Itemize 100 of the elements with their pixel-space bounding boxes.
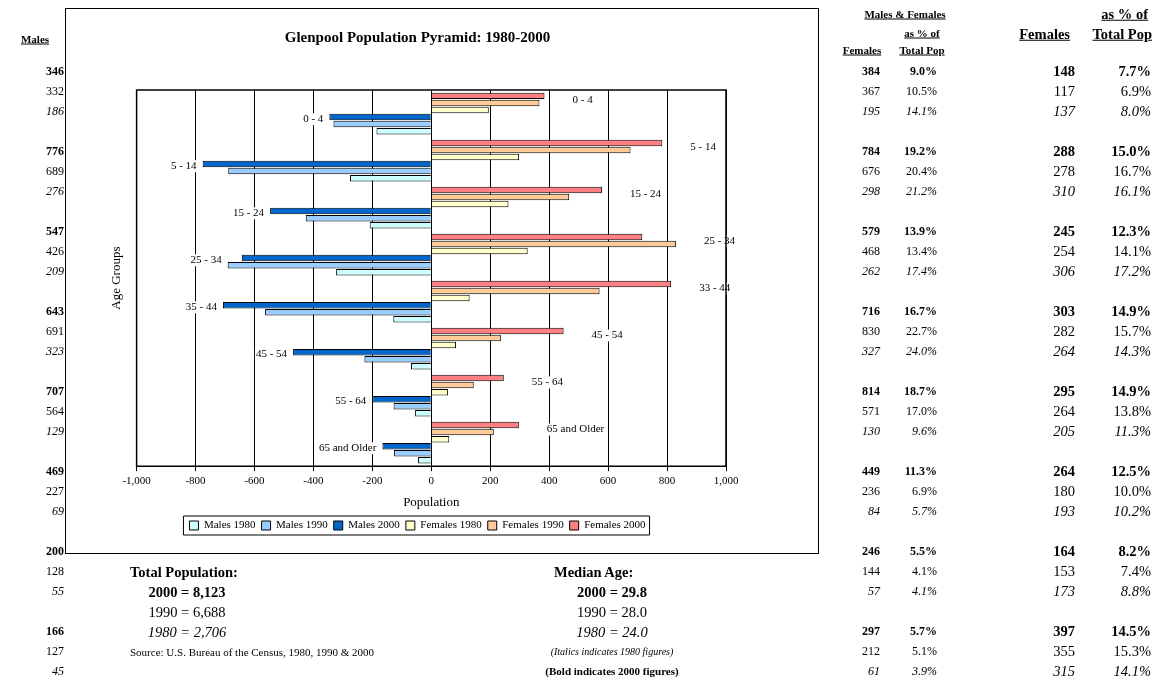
text: 579	[862, 224, 880, 238]
text: 12.3%	[1111, 222, 1151, 239]
text: 13.8%	[1113, 402, 1151, 419]
text: 128	[46, 564, 64, 578]
text: 209	[46, 264, 64, 278]
text: Total Pop	[1092, 25, 1152, 42]
text: 130	[862, 424, 880, 438]
text: 69	[52, 504, 64, 518]
text: 814	[862, 384, 880, 398]
annotation: 55 - 64	[531, 375, 564, 388]
y-axis-title: Age Groups	[108, 246, 124, 310]
text: 14.1%	[1113, 662, 1151, 679]
text: 384	[862, 64, 880, 78]
text: 3.9%	[912, 664, 937, 678]
text: 5.7%	[912, 504, 937, 518]
x-tick-label: -200	[362, 473, 383, 486]
text: 9.6%	[912, 424, 937, 438]
text: 16.7%	[1113, 162, 1151, 179]
text: 707	[46, 384, 64, 398]
text: 1990 = 28.0	[577, 603, 647, 620]
text: 148	[1053, 62, 1075, 79]
text: (Bold indicates 2000 figures)	[545, 664, 679, 677]
text: 449	[862, 464, 880, 478]
text: 9.0%	[910, 64, 937, 78]
text: 16.7%	[904, 304, 937, 318]
text: 236	[862, 484, 880, 498]
text: 278	[1053, 162, 1075, 179]
text: 2000 = 8,123	[148, 583, 226, 600]
text: 14.9%	[1111, 382, 1151, 399]
legend-label: Females 2000	[584, 518, 647, 531]
text: 15.7%	[1113, 322, 1151, 339]
text: 61	[868, 664, 880, 678]
text: 45	[52, 664, 64, 678]
text: 6.9%	[1120, 82, 1151, 99]
text: 306	[1053, 262, 1075, 279]
annotation: 45 - 54	[591, 328, 624, 341]
text: 8.2%	[1118, 542, 1151, 559]
text: 298	[862, 184, 880, 198]
text: Males	[20, 32, 50, 45]
text: 323	[46, 344, 64, 358]
text: 310	[1053, 182, 1075, 199]
x-tick-label: -600	[244, 473, 266, 486]
text: 246	[862, 544, 880, 558]
text: 426	[46, 244, 64, 258]
text: 14.1%	[906, 104, 937, 118]
text: 7.7%	[1118, 62, 1151, 79]
text: 327	[862, 344, 880, 358]
text: 164	[1053, 542, 1075, 559]
text: 676	[862, 164, 880, 178]
text: 14.9%	[1111, 302, 1151, 319]
text: 5.1%	[912, 644, 937, 658]
annotation: 5 - 14	[690, 140, 717, 153]
text: 212	[862, 644, 880, 658]
text: 17.2%	[1113, 262, 1151, 279]
legend-label: Females 1990	[502, 518, 565, 531]
text: 1990 = 6,688	[148, 603, 226, 620]
source-note: Source: U.S. Bureau of the Census, 1980, 1990 & 2000	[130, 645, 375, 658]
text: 193	[1053, 502, 1075, 519]
text: 547	[46, 224, 64, 238]
text: 129	[46, 424, 64, 438]
legend-label: Males 1990	[276, 518, 329, 531]
text: 8.0%	[1120, 102, 1151, 119]
text: 315	[1053, 662, 1075, 679]
text: Females	[1019, 25, 1070, 42]
chart-title: Glenpool Population Pyramid: 1980-2000	[284, 28, 551, 45]
text: 195	[862, 104, 880, 118]
annotation: 65 and Older	[546, 422, 605, 435]
text: 13.4%	[906, 244, 937, 258]
legend-label: Females 1980	[420, 518, 483, 531]
text: 137	[1053, 102, 1075, 119]
text: 186	[46, 104, 64, 118]
text: 21.2%	[906, 184, 937, 198]
text: (Italics indicates 1980 figures)	[550, 646, 674, 657]
text: Females	[842, 43, 882, 56]
text: 367	[862, 84, 880, 98]
text: 1980 = 24.0	[576, 623, 648, 640]
text: 564	[46, 404, 64, 418]
text: Total Population:	[130, 563, 238, 580]
text: 468	[862, 244, 880, 258]
text: 346	[46, 64, 64, 78]
text: 355	[1053, 642, 1075, 659]
text: 22.7%	[906, 324, 937, 338]
text: 254	[1053, 242, 1075, 259]
x-tick-label: -1,000	[122, 473, 152, 486]
text: 691	[46, 324, 64, 338]
text: 14.1%	[1113, 242, 1151, 259]
text: 276	[46, 184, 64, 198]
text: 245	[1053, 222, 1075, 239]
x-tick-label: 1,000	[713, 473, 739, 486]
y-tick-label: 35 - 44	[185, 300, 218, 313]
text: 144	[862, 564, 880, 578]
text: 397	[1053, 622, 1075, 639]
legend-label: Males 1980	[203, 518, 257, 531]
text: 173	[1053, 582, 1075, 599]
text: 716	[862, 304, 880, 318]
text: 17.4%	[906, 264, 937, 278]
text: 13.9%	[904, 224, 937, 238]
text: 84	[868, 504, 880, 518]
text: 830	[862, 324, 880, 338]
text: 4.1%	[912, 584, 937, 598]
